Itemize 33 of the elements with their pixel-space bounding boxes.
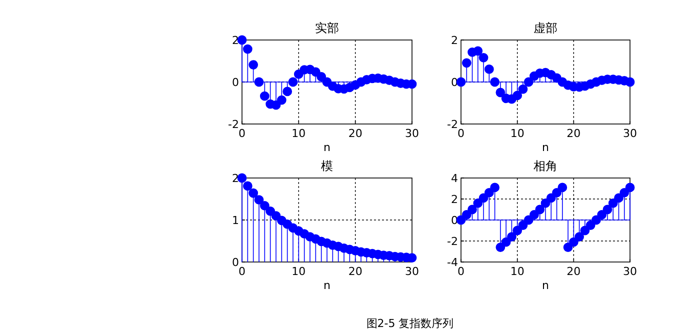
chart-title: 相角 xyxy=(534,159,558,173)
x-tick-label: 30 xyxy=(623,265,637,278)
y-tick-label: 2 xyxy=(451,34,458,47)
y-tick-label: 0 xyxy=(232,76,239,89)
x-axis-title: n xyxy=(324,141,331,154)
y-tick-label: 0 xyxy=(232,256,239,269)
y-tick-label: 2 xyxy=(451,193,458,206)
x-tick-label: 20 xyxy=(566,265,581,278)
y-tick-label: 4 xyxy=(451,172,458,185)
x-axis-title: n xyxy=(324,279,331,292)
y-tick-label: -2 xyxy=(447,118,458,131)
chart-title: 模 xyxy=(321,159,333,173)
y-tick-label: 2 xyxy=(232,172,239,185)
x-tick-label: 30 xyxy=(405,265,419,278)
x-tick-label: 10 xyxy=(292,265,306,278)
x-tick-label: 30 xyxy=(405,127,419,140)
x-tick-label: 20 xyxy=(348,265,362,278)
x-tick-label: 20 xyxy=(348,127,362,140)
y-tick-label: -2 xyxy=(228,118,239,131)
y-tick-label: 1 xyxy=(232,214,239,227)
y-tick-label: -2 xyxy=(447,235,458,248)
x-tick-label: 10 xyxy=(510,127,524,140)
chart-title: 实部 xyxy=(315,21,339,35)
x-axis-title: n xyxy=(542,279,550,292)
x-tick-label: 10 xyxy=(510,265,524,278)
chart-title: 虚部 xyxy=(534,21,558,35)
caption: 图2-5 复指数序列 xyxy=(366,317,454,330)
x-tick-label: 30 xyxy=(623,127,637,140)
x-tick-label: 10 xyxy=(292,127,306,140)
x-axis-title: n xyxy=(542,141,550,154)
y-tick-label: -4 xyxy=(447,256,458,269)
y-tick-label: 2 xyxy=(232,34,239,47)
x-tick-label: 20 xyxy=(566,127,581,140)
